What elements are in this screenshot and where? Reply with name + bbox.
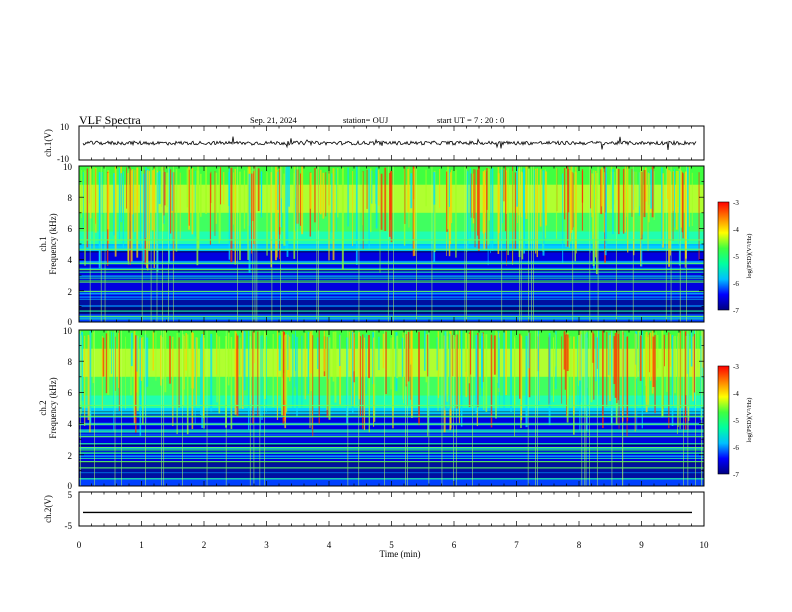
ch2-ytick-top: 5	[68, 490, 73, 500]
cb2-tick-m5: -5	[733, 417, 739, 425]
s2-ytick-8: 8	[68, 357, 73, 367]
s2-ytick-6: 6	[68, 388, 73, 398]
colorbar-ch2: -3 -4 -5 -6 -7 log(PSD)(V²/Hz)	[717, 363, 753, 479]
ch1-ytick-top: 10	[60, 122, 70, 132]
x-tick-1: 1	[139, 540, 144, 550]
x-tick-0: 0	[77, 540, 82, 550]
s1-ytick-0: 0	[68, 317, 73, 327]
x-tick-labels: 0 1 2 3 4 5 6 7 8 9 10	[77, 540, 709, 550]
waveform-ch1-trace	[82, 136, 697, 150]
x-tick-3: 3	[264, 540, 269, 550]
ch2-ylabel: ch.2(V)	[43, 495, 53, 523]
x-tick-2: 2	[202, 540, 207, 550]
spectrogram-ch2-image	[79, 330, 704, 486]
cb2-tick-m7: -7	[733, 471, 739, 479]
s2-ytick-10: 10	[63, 326, 73, 336]
x-axis-label: Time (min)	[380, 549, 421, 559]
cb2-tick-m3: -3	[733, 363, 739, 371]
colorbar-ch2-scale	[717, 365, 730, 475]
cb1-tick-m4: -4	[733, 226, 739, 234]
cb2-tick-m4: -4	[733, 390, 739, 398]
start-time-label: start UT = 7 : 20 : 0	[437, 115, 505, 125]
x-tick-4: 4	[327, 540, 332, 550]
cb2-tick-m6: -6	[733, 444, 739, 452]
x-tick-9: 9	[639, 540, 644, 550]
s2-ytick-4: 4	[68, 419, 73, 429]
spectrogram-ch1-image	[79, 166, 704, 322]
colorbar-ch1: -3 -4 -5 -6 -7 log(PSD)(V²/Hz)	[717, 199, 753, 315]
ch2-ytick-bottom: -5	[65, 521, 73, 531]
s2-ytick-2: 2	[68, 451, 73, 461]
cb1-tick-m7: -7	[733, 307, 739, 315]
s1-ytick-10: 10	[63, 162, 73, 172]
cb1-tick-m3: -3	[733, 199, 739, 207]
cb1-tick-m5: -5	[733, 253, 739, 261]
s1-ytick-8: 8	[68, 193, 73, 203]
station-label: station= OUJ	[343, 115, 389, 125]
ch1-ylabel: ch.1(V)	[43, 129, 53, 157]
axis-ticks	[78, 126, 705, 526]
figure-title: VLF Spectra	[79, 113, 141, 127]
s1-ylabel-prefix: ch.1	[38, 236, 48, 251]
cb1-tick-m6: -6	[733, 280, 739, 288]
x-tick-10: 10	[700, 540, 710, 550]
s1-ylabel: Frequency (kHz)	[48, 213, 58, 274]
s2-ylabel-prefix: ch.2	[38, 400, 48, 415]
s1-ytick-6: 6	[68, 224, 73, 234]
colorbar-ch1-scale	[717, 201, 730, 311]
x-tick-5: 5	[389, 540, 394, 550]
x-tick-8: 8	[577, 540, 582, 550]
s2-ylabel: Frequency (kHz)	[48, 377, 58, 438]
cb2-label: log(PSD)(V²/Hz)	[746, 398, 753, 443]
ch1-ytick-bottom: -10	[57, 154, 69, 164]
date-label: Sep. 21, 2024	[250, 115, 297, 125]
waveform-ch2-frame	[78, 491, 705, 527]
x-tick-7: 7	[514, 540, 519, 550]
s1-ytick-4: 4	[68, 255, 73, 265]
s1-ytick-2: 2	[68, 287, 73, 297]
s2-ytick-0: 0	[68, 481, 73, 491]
x-tick-6: 6	[452, 540, 457, 550]
cb1-label: log(PSD)(V²/Hz)	[746, 234, 753, 279]
